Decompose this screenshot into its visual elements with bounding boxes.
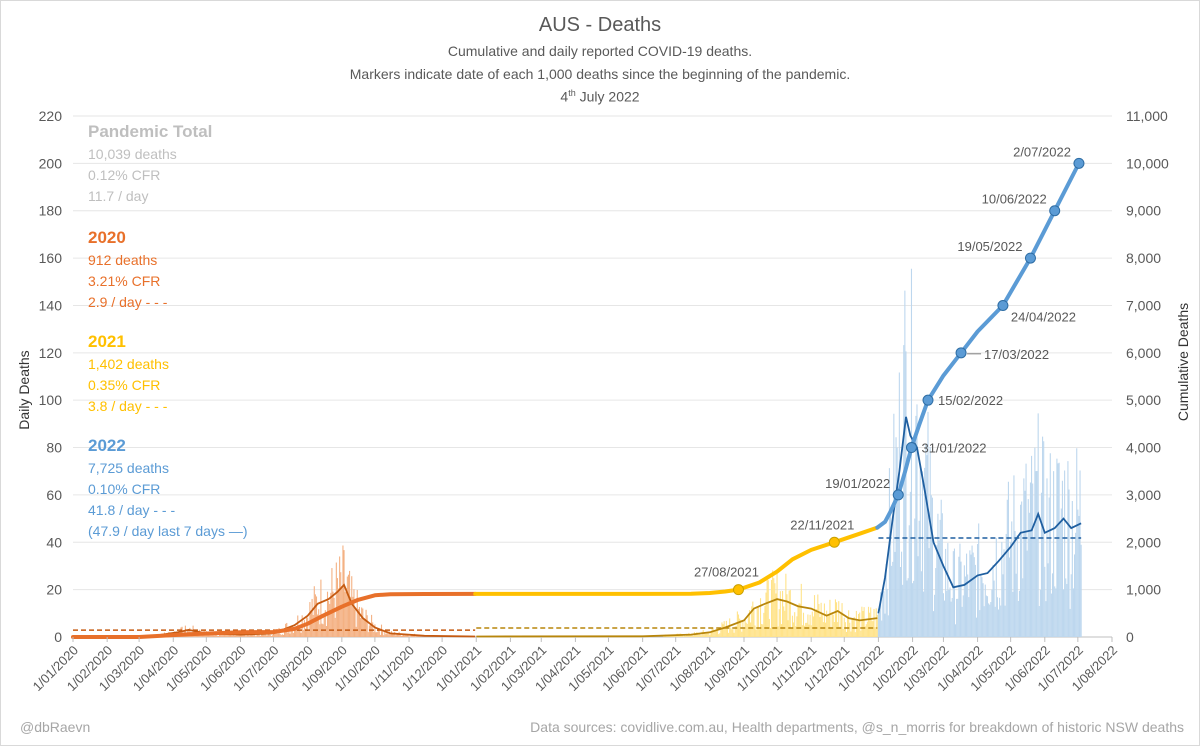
- stats-2021-cfr: 0.35% CFR: [88, 377, 161, 393]
- y-right-tick-label: 7,000: [1126, 297, 1161, 313]
- stats-2021-heading: 2021: [88, 332, 126, 351]
- stats-2020-per-day: 2.9 / day - - -: [88, 294, 168, 310]
- chart-date: 4th July 2022: [560, 88, 640, 105]
- milestone-marker: [905, 442, 917, 454]
- stats-2022-last7: (47.9 / day last 7 days —): [88, 523, 248, 539]
- daily-avg-line-2021: [476, 598, 878, 638]
- daily-avg-line-2020: [72, 583, 476, 638]
- y-left-tick-label: 40: [46, 534, 62, 550]
- y-left-tick-label: 100: [39, 392, 63, 408]
- milestone-label: 2/07/2022: [1013, 144, 1071, 159]
- stats-2020-heading: 2020: [88, 228, 126, 247]
- milestone-marker: [1049, 205, 1061, 217]
- y-right-tick-label: 1,000: [1126, 582, 1161, 598]
- stats-total: Pandemic Total 10,039 deaths 0.12% CFR 1…: [88, 120, 212, 207]
- milestone-marker: [1073, 157, 1085, 169]
- y-left-tick-label: 140: [39, 297, 63, 313]
- y-left-tick-label: 60: [46, 487, 62, 503]
- y-right-tick-label: 3,000: [1126, 487, 1161, 503]
- y-left-tick-label: 20: [46, 582, 62, 598]
- cumulative-line-2021: [473, 525, 880, 596]
- stats-2022-deaths: 7,725 deaths: [88, 460, 169, 476]
- chart-subtitle-2: Markers indicate date of each 1,000 deat…: [349, 66, 851, 82]
- milestone-label: 27/08/2021: [694, 565, 759, 580]
- milestone-label: 19/05/2022: [957, 239, 1022, 254]
- y-left-tick-label: 220: [39, 108, 63, 124]
- y-left-tick-label: 200: [39, 155, 63, 171]
- y-right-tick-label: 4,000: [1126, 440, 1161, 456]
- y-left-tick-label: 0: [54, 629, 62, 645]
- milestone-marker: [955, 347, 967, 359]
- stats-2022: 2022 7,725 deaths 0.10% CFR 41.8 / day -…: [88, 434, 248, 542]
- stats-2020: 2020 912 deaths 3.21% CFR 2.9 / day - - …: [88, 226, 167, 313]
- y-left-tick-label: 80: [46, 440, 62, 456]
- data-sources: Data sources: covidlive.com.au, Health d…: [530, 719, 1184, 735]
- chart-subtitle-1: Cumulative and daily reported COVID-19 d…: [447, 43, 753, 59]
- milestone-marker: [922, 394, 934, 406]
- y-right-tick-label: 5,000: [1126, 392, 1161, 408]
- stats-2020-deaths: 912 deaths: [88, 252, 158, 268]
- stats-2021: 2021 1,402 deaths 0.35% CFR 3.8 / day - …: [88, 330, 169, 417]
- y-right-tick-label: 9,000: [1126, 203, 1161, 219]
- y-left-tick-label: 120: [39, 345, 63, 361]
- milestone-label: 19/01/2022: [825, 476, 890, 491]
- milestone-marker: [1024, 252, 1036, 264]
- y-right-tick-label: 11,000: [1126, 108, 1168, 124]
- stats-2021-per-day: 3.8 / day - - -: [88, 398, 168, 414]
- milestone-label: 10/06/2022: [982, 192, 1047, 207]
- milestone-marker: [997, 299, 1009, 311]
- y-left-tick-label: 160: [39, 250, 63, 266]
- milestone-label: 15/02/2022: [938, 393, 1003, 408]
- milestone-marker: [732, 584, 744, 596]
- author-credit: @dbRaevn: [20, 719, 91, 735]
- milestone-marker: [892, 489, 904, 501]
- y-right-tick-label: 6,000: [1126, 345, 1161, 361]
- cumulative-line-2022: [875, 159, 1084, 530]
- stats-total-per-day: 11.7 / day: [88, 188, 149, 204]
- daily-avg-line-2022: [877, 416, 1082, 614]
- stats-2022-heading: 2022: [88, 436, 126, 455]
- y-right-tick-label: 2,000: [1126, 534, 1161, 550]
- milestone-label: 31/01/2022: [921, 441, 986, 456]
- cumulative-line-2020: [71, 591, 478, 639]
- stats-2020-cfr: 3.21% CFR: [88, 273, 161, 289]
- milestone-label: 24/04/2022: [1011, 309, 1076, 324]
- y-right-tick-label: 0: [1126, 629, 1134, 645]
- milestone-label: 22/11/2021: [790, 517, 854, 532]
- stats-2021-deaths: 1,402 deaths: [88, 356, 169, 372]
- y-right-tick-label: 10,000: [1126, 155, 1169, 171]
- stats-2022-cfr: 0.10% CFR: [88, 481, 161, 497]
- stats-total-cfr: 0.12% CFR: [88, 167, 161, 183]
- stats-total-deaths: 10,039 deaths: [88, 146, 177, 162]
- y-right-tick-label: 8,000: [1126, 250, 1161, 266]
- milestone-marker: [828, 536, 840, 548]
- chart-title: AUS - Deaths: [538, 14, 662, 36]
- y-left-tick-label: 180: [39, 203, 63, 219]
- stats-total-heading: Pandemic Total: [88, 122, 213, 141]
- milestone-label: 17/03/2022: [984, 347, 1049, 362]
- stats-2022-per-day: 41.8 / day - - -: [88, 502, 176, 518]
